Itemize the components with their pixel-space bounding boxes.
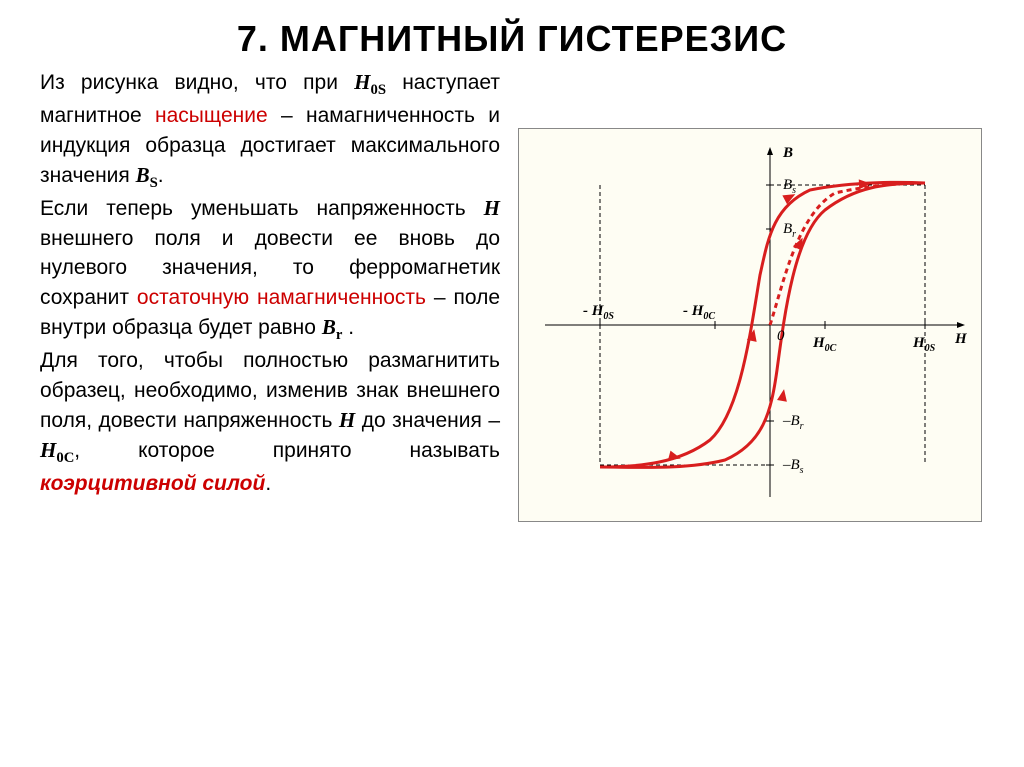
svg-text:- H0C: - H0C (683, 303, 715, 322)
symbol-H: H (339, 408, 355, 432)
svg-text:- H0S: - H0S (583, 303, 614, 322)
svg-text:H0S: H0S (912, 335, 936, 354)
paragraph-3: Для того, чтобы полностью размагнитить о… (40, 346, 500, 498)
text-column: Из рисунка видно, что при H0S наступает … (40, 68, 500, 522)
svg-text:B: B (782, 145, 793, 161)
svg-text:H0C: H0C (812, 335, 837, 354)
text: . (265, 472, 271, 495)
svg-text:Br: Br (783, 221, 796, 240)
svg-text:H: H (954, 331, 968, 347)
paragraph-2: Если теперь уменьшать напряженность H вн… (40, 194, 500, 346)
page-title: 7. МАГНИТНЫЙ ГИСТЕРЕЗИС (0, 0, 1024, 68)
text: Если теперь уменьшать напряженность (40, 197, 484, 220)
text: . (158, 164, 164, 187)
text: до значения – (355, 409, 500, 432)
symbol-Br: Br (322, 315, 343, 339)
symbol-BS: BS (136, 163, 158, 187)
svg-text:–Bs: –Bs (782, 457, 804, 476)
symbol-H: H (484, 196, 500, 220)
svg-text:–Br: –Br (782, 413, 804, 432)
text: Из рисунка видно, что при (40, 71, 354, 94)
highlight-coercive: коэрцитивной силой (40, 472, 265, 495)
chart-column: B H 0 Bs Br –Br –Bs H0C H0S - H0C - H0S (500, 68, 1000, 522)
symbol-H0S: H0S (354, 70, 386, 94)
paragraph-1: Из рисунка видно, что при H0S наступает … (40, 68, 500, 194)
svg-text:0: 0 (777, 328, 785, 344)
hysteresis-chart: B H 0 Bs Br –Br –Bs H0C H0S - H0C - H0S (518, 128, 982, 522)
highlight-saturation: насыщение (155, 104, 268, 127)
content-row: Из рисунка видно, что при H0S наступает … (0, 68, 1024, 522)
text: , которое принято называть (74, 439, 500, 462)
hysteresis-svg: B H 0 Bs Br –Br –Bs H0C H0S - H0C - H0S (525, 135, 975, 515)
text: . (342, 316, 354, 339)
symbol-H0C: H0C (40, 438, 74, 462)
highlight-remanence: остаточную намагниченность (137, 286, 426, 309)
svg-text:Bs: Bs (783, 177, 796, 196)
